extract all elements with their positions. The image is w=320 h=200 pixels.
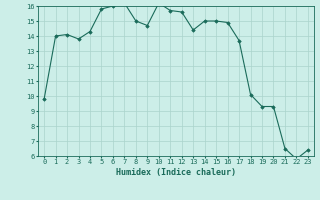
X-axis label: Humidex (Indice chaleur): Humidex (Indice chaleur) [116, 168, 236, 177]
